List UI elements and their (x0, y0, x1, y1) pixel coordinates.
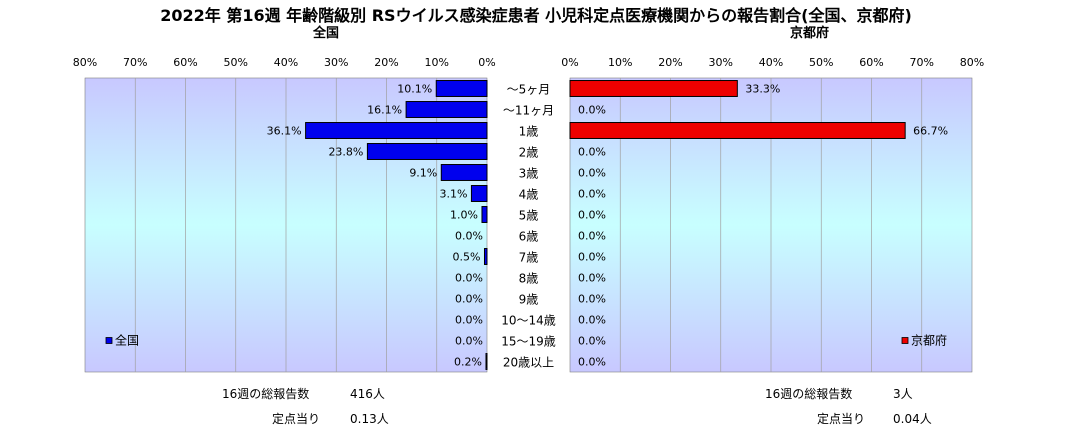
category-label: 5歳 (519, 209, 539, 223)
kyoto-subtitle: 京都府 (790, 26, 830, 41)
national-bar (485, 353, 488, 370)
national-per-site-label: 定点当り (272, 412, 321, 426)
national-bar (470, 185, 488, 202)
kyoto-per-site-value: 0.04人 (893, 412, 932, 426)
national-data-label: 10.1% (397, 83, 432, 96)
kyoto-data-label: 33.3% (745, 83, 780, 96)
kyoto-data-label: 0.0% (578, 314, 606, 327)
category-label: 15～19歳 (501, 335, 556, 349)
national-data-label: 0.0% (455, 314, 483, 327)
category-label: 2歳 (519, 146, 539, 160)
category-label: ～5ヶ月 (507, 83, 551, 97)
kyoto-tick-label: 20% (658, 56, 682, 69)
national-data-label: 0.2% (454, 356, 482, 369)
national-total-label: 16週の総報告数 (222, 387, 310, 401)
national-bar (483, 248, 488, 265)
national-tick-label: 10% (425, 56, 449, 69)
category-label: 6歳 (519, 230, 539, 244)
national-data-label: 36.1% (267, 125, 302, 138)
national-data-label: 0.0% (455, 230, 483, 243)
category-label: 20歳以上 (503, 356, 554, 370)
kyoto-data-label: 0.0% (578, 356, 606, 369)
category-label: 1歳 (519, 125, 539, 139)
kyoto-data-label: 0.0% (578, 230, 606, 243)
national-data-label: 16.1% (367, 104, 402, 117)
kyoto-data-label: 0.0% (578, 293, 606, 306)
national-data-label: 9.1% (409, 167, 437, 180)
national-bar (405, 101, 488, 118)
national-subtitle: 全国 (313, 26, 340, 41)
category-label: 10～14歳 (501, 314, 556, 328)
category-label: ～11ヶ月 (503, 104, 554, 118)
kyoto-data-label: 0.0% (578, 104, 606, 117)
kyoto-data-label: 0.0% (578, 146, 606, 159)
kyoto-tick-label: 0% (561, 56, 578, 69)
national-bar (481, 206, 488, 223)
category-label: 7歳 (519, 251, 539, 265)
national-bar (435, 80, 488, 97)
national-tick-label: 70% (123, 56, 147, 69)
kyoto-legend-swatch (901, 337, 909, 344)
kyoto-data-label: 0.0% (578, 251, 606, 264)
national-data-label: 1.0% (450, 209, 478, 222)
national-tick-label: 0% (478, 56, 495, 69)
category-label: 4歳 (519, 188, 539, 202)
national-data-label: 3.1% (439, 188, 467, 201)
national-tick-label: 60% (173, 56, 197, 69)
kyoto-tick-label: 50% (809, 56, 833, 69)
national-legend-swatch (105, 337, 113, 344)
national-data-label: 0.5% (453, 251, 481, 264)
national-bar (440, 164, 488, 181)
kyoto-data-label: 0.0% (578, 188, 606, 201)
category-label: 3歳 (519, 167, 539, 181)
kyoto-data-label: 0.0% (578, 272, 606, 285)
chart-title: 2022年 第16週 年齢階級別 RSウイルス感染症患者 小児科定点医療機関から… (160, 6, 912, 25)
kyoto-tick-label: 70% (910, 56, 934, 69)
kyoto-legend-label: 京都府 (911, 333, 947, 348)
kyoto-tick-label: 30% (709, 56, 733, 69)
national-data-label: 0.0% (455, 293, 483, 306)
kyoto-total-value: 3人 (893, 387, 913, 401)
kyoto-bar (569, 80, 738, 97)
national-tick-label: 30% (324, 56, 348, 69)
national-data-label: 23.8% (328, 146, 363, 159)
kyoto-total-label: 16週の総報告数 (765, 387, 853, 401)
kyoto-per-site-label: 定点当り (817, 412, 866, 426)
national-tick-label: 80% (73, 56, 97, 69)
national-data-label: 0.0% (455, 272, 483, 285)
kyoto-tick-label: 40% (759, 56, 783, 69)
national-legend-label: 全国 (115, 333, 139, 348)
kyoto-data-label: 0.0% (578, 209, 606, 222)
kyoto-data-label: 0.0% (578, 335, 606, 348)
category-label: 8歳 (519, 272, 539, 286)
national-per-site-value: 0.13人 (350, 412, 389, 426)
national-tick-label: 50% (224, 56, 248, 69)
national-bar (366, 143, 488, 160)
kyoto-bar (569, 122, 906, 139)
kyoto-data-label: 66.7% (913, 125, 948, 138)
national-tick-label: 40% (274, 56, 298, 69)
national-bar (305, 122, 488, 139)
kyoto-tick-label: 80% (960, 56, 984, 69)
national-data-label: 0.0% (455, 335, 483, 348)
national-tick-label: 20% (374, 56, 398, 69)
category-label: 9歳 (519, 293, 539, 307)
national-total-value: 416人 (350, 387, 385, 401)
kyoto-tick-label: 10% (608, 56, 632, 69)
kyoto-data-label: 0.0% (578, 167, 606, 180)
kyoto-tick-label: 60% (859, 56, 883, 69)
